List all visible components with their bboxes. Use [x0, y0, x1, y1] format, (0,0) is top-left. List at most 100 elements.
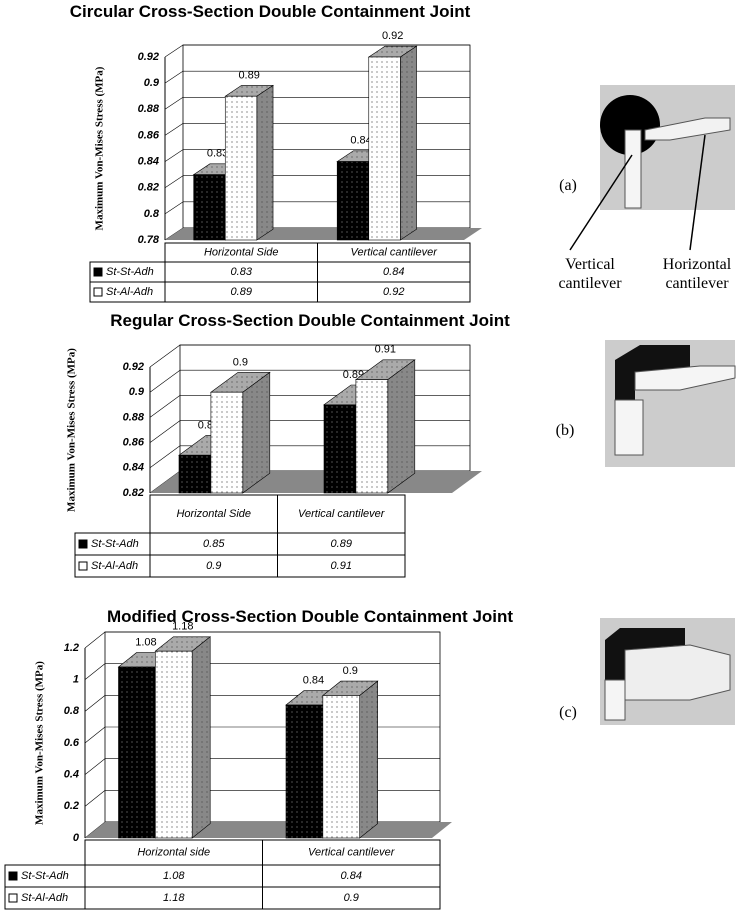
annotation: Vertical cantilever — [545, 255, 635, 293]
chart-title: Modified Cross-Section Double Containmen… — [40, 608, 580, 626]
table-value: 0.92 — [383, 286, 404, 298]
x-tick-label: Horizontal Side — [176, 508, 251, 520]
bar-side — [192, 637, 210, 838]
y-axis-label: Maximum Von-Mises Stress (MPa) — [66, 348, 78, 512]
data-label: 0.84 — [303, 675, 324, 687]
bar-side — [257, 85, 273, 240]
bar-front — [179, 455, 211, 493]
table-value: 0.84 — [341, 870, 362, 882]
data-label: 0.9 — [233, 356, 248, 368]
legend-label: St-St-Adh — [21, 870, 69, 882]
table-value: 0.9 — [206, 560, 221, 572]
legend-swatch — [9, 894, 17, 902]
image-a — [570, 85, 735, 250]
image-b — [605, 340, 735, 467]
bar — [369, 46, 417, 240]
y-tick-label: 0.86 — [138, 129, 160, 141]
y-tick-label: 0.92 — [123, 361, 144, 373]
bar — [323, 681, 378, 838]
y-tick-label: 0.8 — [144, 208, 160, 220]
figure: 0.780.80.820.840.860.880.90.92Maximum Vo… — [0, 0, 744, 910]
y-tick-label: 1.2 — [64, 642, 79, 654]
table-value: 0.84 — [383, 266, 404, 278]
y-tick-label: 0 — [73, 832, 80, 844]
bar-front — [369, 57, 401, 240]
bar-front — [155, 651, 192, 838]
grid-line — [165, 202, 183, 214]
grid-line — [150, 446, 180, 468]
y-tick-label: 0.2 — [64, 800, 79, 812]
table-value: 0.89 — [331, 538, 352, 550]
bar-side — [388, 360, 415, 493]
y-tick-label: 0.9 — [129, 386, 145, 398]
chart-canvas: 0.780.80.820.840.860.880.90.92Maximum Vo… — [0, 0, 744, 910]
bar — [225, 85, 273, 240]
legend-swatch — [94, 268, 102, 276]
chart-title: Regular Cross-Section Double Containment… — [40, 312, 580, 330]
y-tick-label: 0.82 — [138, 182, 159, 194]
bar-front — [286, 705, 323, 838]
legend-swatch — [9, 872, 17, 880]
bar-front — [337, 162, 369, 240]
legend-label: St-St-Adh — [106, 266, 154, 278]
data-label: 0.89 — [238, 69, 259, 81]
y-axis-label: Maximum Von-Mises Stress (MPa) — [34, 661, 46, 825]
bar-front — [324, 405, 356, 493]
legend-swatch — [79, 540, 87, 548]
grid-line — [165, 150, 183, 162]
legend-swatch — [94, 288, 102, 296]
grid-line — [165, 123, 183, 135]
table-value: 0.85 — [203, 538, 225, 550]
bar-front — [194, 175, 226, 240]
image-label: (c) — [548, 703, 588, 722]
x-tick-label: Horizontal side — [137, 846, 210, 858]
table-value: 0.89 — [231, 286, 252, 298]
y-tick-label: 1 — [73, 674, 79, 686]
grid-line — [165, 176, 183, 188]
image-c — [600, 618, 735, 725]
y-tick-label: 0.88 — [123, 411, 145, 423]
grid-line — [165, 71, 183, 83]
bar-front — [323, 696, 360, 839]
bar-front — [356, 380, 388, 493]
bar-side — [400, 46, 416, 240]
grid-line — [85, 664, 105, 680]
bar-side — [360, 681, 378, 838]
data-label: 0.92 — [382, 30, 403, 42]
y-tick-label: 0.82 — [123, 487, 144, 499]
data-label: 0.91 — [375, 344, 396, 356]
y-tick-label: 0.6 — [64, 737, 80, 749]
data-label: 1.08 — [135, 637, 156, 649]
y-tick-label: 0.84 — [123, 462, 144, 474]
grid-line — [150, 421, 180, 443]
y-tick-label: 0.86 — [123, 437, 145, 449]
bar — [155, 637, 210, 838]
grid-line — [85, 632, 105, 648]
image-label: (a) — [548, 176, 588, 195]
grid-line — [165, 97, 183, 109]
grid-line — [150, 345, 180, 367]
table-value: 0.83 — [231, 266, 253, 278]
grid-line — [85, 759, 105, 775]
grid-line — [165, 45, 183, 57]
bar — [211, 372, 270, 493]
table-value: 1.18 — [163, 892, 185, 904]
legend-label: St-Al-Adh — [91, 560, 138, 572]
y-axis-label: Maximum Von-Mises Stress (MPa) — [94, 66, 106, 230]
y-tick-label: 0.9 — [144, 77, 160, 89]
legend-label: St-Al-Adh — [106, 286, 153, 298]
x-tick-label: Vertical cantilever — [308, 846, 396, 858]
bar-front — [225, 96, 257, 240]
y-tick-label: 0.88 — [138, 103, 160, 115]
bar — [356, 360, 415, 493]
x-tick-label: Vertical cantilever — [298, 508, 386, 520]
legend-label: St-Al-Adh — [21, 892, 68, 904]
x-tick-label: Vertical cantilever — [351, 246, 439, 258]
grid-line — [85, 727, 105, 743]
grid-line — [150, 370, 180, 392]
grid-line — [85, 790, 105, 806]
bar-front — [119, 667, 156, 838]
grid-line — [85, 695, 105, 711]
x-tick-label: Horizontal Side — [204, 246, 279, 258]
y-tick-label: 0.8 — [64, 705, 80, 717]
